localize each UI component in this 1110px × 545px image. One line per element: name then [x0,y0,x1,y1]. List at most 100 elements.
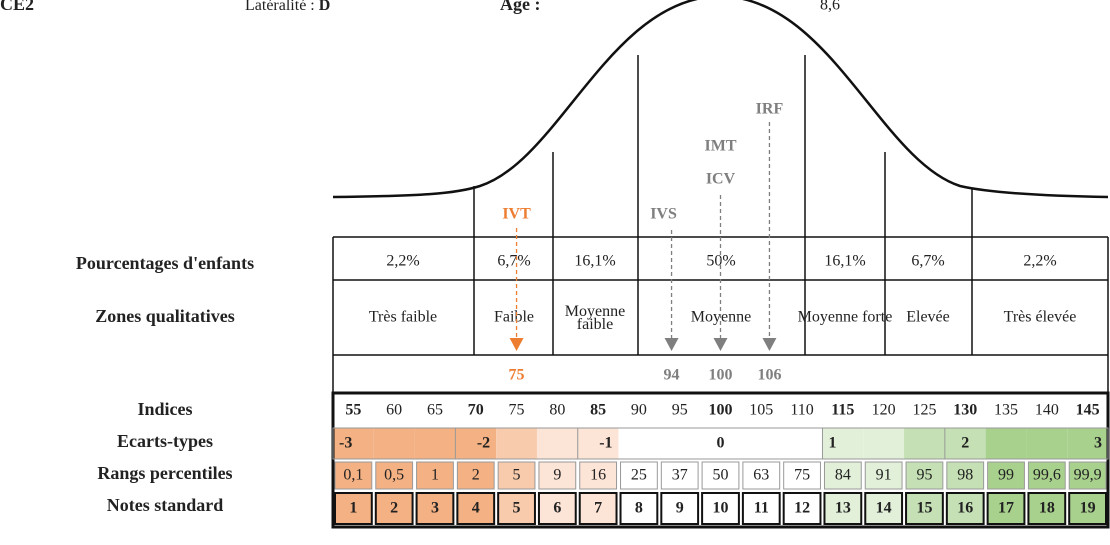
note: 9 [676,500,684,517]
percentage: 6,7% [911,253,944,270]
index: 65 [427,402,443,419]
note: 16 [957,500,973,517]
marker-label: IVS [650,206,677,223]
percentile: 0,5 [384,467,404,484]
marker-arrow [509,338,524,351]
age: 8,6 [820,0,840,14]
class: CE2 [0,0,34,14]
percentage: 2,2% [386,253,419,270]
index: 70 [468,402,484,419]
percentage: 6,7% [497,253,530,270]
percentile-cell [864,461,903,490]
ecart-cell [659,428,701,459]
note: 6 [553,500,561,517]
marker-arrow [762,338,777,351]
ecart-type: 0 [717,435,725,452]
percentile: 1 [431,467,439,484]
index: 100 [709,402,733,419]
note: 4 [472,500,480,517]
index: 105 [749,402,773,419]
ecart-cell [333,428,374,459]
zone: Moyenne forte [798,309,893,326]
note-cell [905,492,944,525]
zone: Très élevée [1004,309,1077,326]
note-cell [578,492,618,525]
ecart-cell [1026,428,1068,459]
index: 135 [994,402,1018,419]
note: 10 [713,500,729,517]
index: 80 [549,402,565,419]
note: 5 [513,500,521,517]
percentile-cell [416,461,454,490]
percentile: 37 [672,467,688,484]
score-table-border [331,391,1110,529]
note-cell [334,492,373,525]
percentage: 16,1% [574,253,615,270]
ecart-cell [577,428,619,459]
ecart-type: -2 [477,435,490,452]
ecart-cell [455,428,497,459]
marker-label: IVT [502,206,531,223]
row-label: Pourcentages d'enfants [76,253,254,273]
ecart-cell [496,428,537,459]
index: 55 [345,402,361,419]
note-cell [619,492,659,525]
ecart-cell [1067,428,1108,459]
percentile-cell [579,461,618,490]
index: 145 [1076,402,1100,419]
percentile-cell [660,461,699,490]
ecart-cell [822,428,864,459]
ecart-cell [863,428,905,459]
note-cell [1068,492,1108,525]
percentile: 50 [713,467,729,484]
percentile: 25 [631,467,647,484]
percentile: 0,1 [343,467,363,484]
percentile-cell [823,461,862,490]
note-cell [945,492,985,525]
zone: Faible [494,309,534,326]
note-cell [741,492,781,525]
percentage: 2,2% [1023,253,1056,270]
laterality-label: Latéralité : [245,0,319,14]
percentile-cell [497,461,536,490]
ecart-type: -1 [599,435,612,452]
note: 12 [794,500,810,517]
note-cell [537,492,577,525]
index: 75 [509,402,525,419]
marker-label: ICV [706,171,736,188]
note: 14 [876,500,892,517]
row-label: Zones qualitatives [95,306,235,326]
note-cell [660,492,700,525]
index: 130 [953,402,977,419]
percentile-cell [334,461,373,490]
ecart-type: 1 [828,435,836,452]
note: 13 [835,500,851,517]
index: 140 [1035,402,1059,419]
ecart-cell [373,428,415,459]
row-label: Ecarts-types [117,431,213,451]
marker-score: 94 [664,367,680,384]
note-cell [864,492,904,525]
index: 110 [790,402,813,419]
laterality: Latéralité : D [245,0,330,14]
percentile: 84 [835,467,851,484]
index: 115 [831,402,854,419]
percentile: 75 [794,467,810,484]
percentile-cell [620,461,658,490]
note: 11 [754,500,769,517]
percentile: 63 [753,467,769,484]
note-cell [701,492,740,525]
percentile-cell [742,461,781,490]
zone: Elevée [906,309,950,326]
index: 125 [912,402,936,419]
ecart-cell [700,428,741,459]
index: 95 [672,402,688,419]
note: 3 [431,500,439,517]
note: 7 [594,500,602,517]
bell-curve [332,0,1109,199]
note-cell [1027,492,1067,525]
note-cell [782,492,822,525]
note: 1 [349,500,357,517]
percentile-cell [375,461,414,490]
percentile: 2 [472,467,480,484]
